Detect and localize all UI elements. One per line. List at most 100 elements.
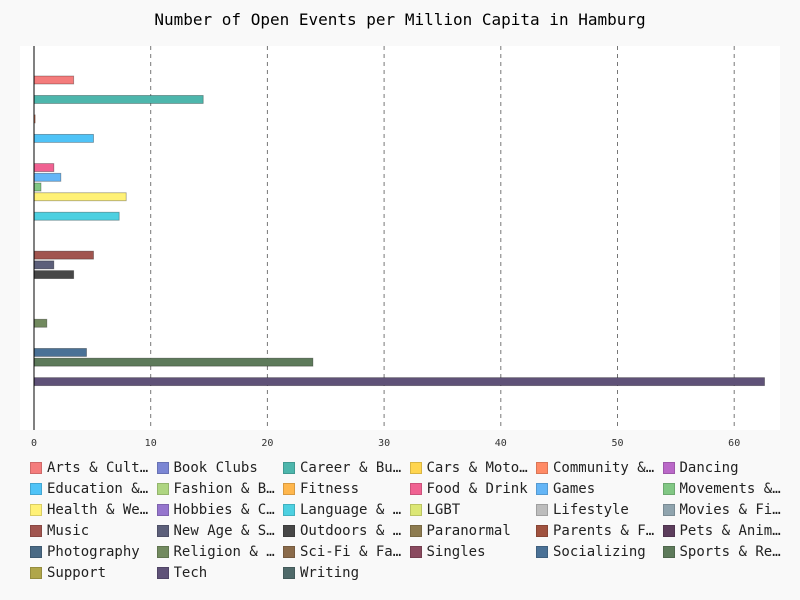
legend-swatch <box>409 545 422 558</box>
legend-item[interactable]: Games <box>536 478 663 499</box>
legend-swatch <box>283 503 295 516</box>
legend-swatch <box>156 566 169 579</box>
legend-label: Cars & Motor… <box>426 459 533 476</box>
legend-swatch <box>283 545 295 558</box>
legend-label: Fashion & Be… <box>173 480 280 497</box>
bar-socializing <box>33 348 87 357</box>
legend-item[interactable]: Career & Bus… <box>283 457 410 478</box>
bar-language-ethnic-identity <box>33 211 120 221</box>
legend-item[interactable]: Lifestyle <box>536 499 663 520</box>
bar-religion-beliefs <box>33 318 48 328</box>
legend-item[interactable]: Sports & Rec… <box>662 541 790 562</box>
legend-swatch <box>156 524 169 537</box>
legend-label: Book Clubs <box>173 459 258 476</box>
bar-chart: 0 10 20 30 40 50 60 <box>30 46 765 449</box>
legend-item[interactable]: Sci-Fi & Fan… <box>283 541 410 562</box>
legend-swatch <box>409 524 422 537</box>
legend-item[interactable]: Dancing <box>662 457 790 478</box>
legend-label: Paranormal <box>426 522 511 539</box>
legend-item[interactable]: Socializing <box>536 541 663 562</box>
legend-label: Photography <box>47 543 140 560</box>
legend-label: Dancing <box>679 459 739 476</box>
chart-title: Number of Open Events per Million Capita… <box>154 10 646 29</box>
bar-music <box>33 250 94 260</box>
legend-item[interactable]: LGBT <box>409 499 537 520</box>
legend-swatch <box>662 545 675 558</box>
legend-swatch <box>536 503 548 516</box>
legend-label: Education & … <box>47 480 153 497</box>
legend-label: Food & Drink <box>426 480 528 497</box>
legend-item[interactable]: Fitness <box>283 478 410 499</box>
legend-swatch <box>156 461 169 474</box>
x-tick-label: 50 <box>611 438 623 449</box>
legend-swatch <box>283 461 295 474</box>
x-tick-label: 10 <box>145 438 157 449</box>
x-tick-label: 30 <box>378 438 390 449</box>
legend-item[interactable]: Tech <box>156 562 284 583</box>
legend-swatch <box>662 524 675 537</box>
legend-swatch <box>536 524 548 537</box>
legend-swatch <box>536 461 548 474</box>
legend-item[interactable]: Religion & B… <box>156 541 284 562</box>
legend-swatch <box>30 482 42 495</box>
legend-item[interactable]: Writing <box>283 562 410 583</box>
legend-label: Outdoors & A… <box>300 522 406 539</box>
legend-item[interactable]: Photography <box>30 541 157 562</box>
legend-item[interactable]: Parents & Fa… <box>536 520 663 541</box>
bar-games <box>33 172 62 182</box>
legend-item[interactable]: Paranormal <box>409 520 537 541</box>
legend-item[interactable]: Fashion & Be… <box>156 478 284 499</box>
bar-food-drink <box>33 163 55 172</box>
bar-education-learning <box>33 133 94 143</box>
legend-label: Health & Wel… <box>47 501 153 518</box>
legend-item[interactable]: Music <box>30 520 157 541</box>
legend-label: Support <box>47 564 107 581</box>
legend-label: LGBT <box>426 501 461 518</box>
legend-item[interactable]: Arts & Cultu… <box>30 457 157 478</box>
legend-item[interactable]: Hobbies & Cr… <box>156 499 284 520</box>
legend-item[interactable]: Education & … <box>30 478 157 499</box>
legend-swatch <box>30 545 42 558</box>
bar-health-wellbeing <box>33 192 127 202</box>
legend-label: Career & Bus… <box>300 459 406 476</box>
legend-label: Tech <box>173 564 208 581</box>
legend-label: Music <box>47 522 90 539</box>
legend-swatch <box>662 461 675 474</box>
legend-label: Writing <box>300 564 360 581</box>
legend-item[interactable]: Pets & Anima… <box>662 520 790 541</box>
legend-swatch <box>156 545 169 558</box>
bar-sports-recreation <box>33 357 314 367</box>
legend-swatch <box>662 482 675 495</box>
legend-item[interactable]: Community & … <box>536 457 663 478</box>
legend-label: Singles <box>426 543 486 560</box>
legend-swatch <box>156 482 169 495</box>
bar-career-business <box>33 95 204 104</box>
bar-tech <box>33 377 765 387</box>
legend: Arts & Cultu… Book Clubs Career & Bus… Cars… <box>30 457 800 583</box>
legend-label: Pets & Anima… <box>679 522 786 539</box>
legend-item[interactable]: Book Clubs <box>156 457 284 478</box>
legend-swatch <box>536 545 548 558</box>
x-axis-ticks: 0 10 20 30 40 50 60 <box>31 438 740 449</box>
x-tick-label: 0 <box>31 438 37 449</box>
bar-new-age-spirituality <box>33 260 55 270</box>
legend-item[interactable]: Language & E… <box>283 499 410 520</box>
legend-swatch <box>156 503 169 516</box>
legend-item[interactable]: Food & Drink <box>409 478 537 499</box>
legend-label: Sports & Rec… <box>679 543 786 560</box>
legend-item[interactable]: New Age & Sp… <box>156 520 284 541</box>
legend-label: Fitness <box>300 480 360 497</box>
legend-item[interactable]: Health & Wel… <box>30 499 157 520</box>
legend-label: Lifestyle <box>553 501 629 518</box>
legend-swatch <box>409 503 422 516</box>
legend-swatch <box>409 482 422 495</box>
legend-item[interactable]: Movements & … <box>662 478 790 499</box>
legend-label: Socializing <box>553 543 646 560</box>
legend-item[interactable]: Singles <box>409 541 537 562</box>
legend-item[interactable]: Support <box>30 562 157 583</box>
legend-item[interactable]: Movies & Film <box>662 499 790 520</box>
legend-item[interactable]: Outdoors & A… <box>283 520 410 541</box>
legend-item[interactable]: Cars & Motor… <box>409 457 537 478</box>
bar-arts-culture <box>33 75 75 85</box>
legend-swatch <box>30 524 42 537</box>
